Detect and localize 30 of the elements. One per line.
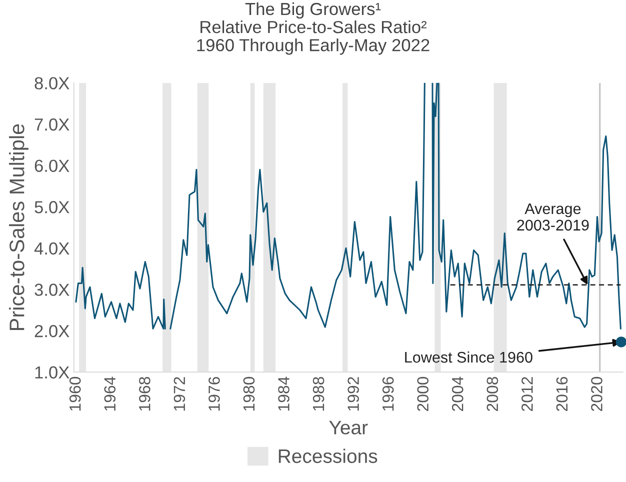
y-tick-label: 4.0X: [34, 242, 70, 255]
x-tick-label: 2004: [452, 376, 464, 411]
x-tick-label: 1980: [243, 376, 255, 411]
y-tick-label: 3.0X: [34, 284, 70, 296]
x-tick-label: 1992: [348, 377, 359, 411]
y-axis-title: Price-to-Sales Multiple: [9, 124, 28, 330]
x-tick-label: 2000: [417, 376, 429, 411]
y-tick-label: 7.0X: [34, 118, 70, 131]
y-tick-label: 8.0X: [34, 77, 70, 90]
y-tick-label: 1.0X: [35, 366, 70, 379]
x-tick-label: 2008: [486, 376, 498, 411]
x-tick-label: 1996: [382, 376, 394, 411]
annotation: Average 2003-2019: [517, 203, 589, 231]
legend-label: Recessions: [278, 448, 378, 464]
x-tick-label: 1988: [312, 376, 324, 411]
annotation: Lowest Since 1960: [405, 351, 532, 363]
chart-title: The Big Growers¹ Relative Price-to-Sales Ratio² 1960 Through Early-May 2022: [197, 2, 430, 55]
y-tick-label: 2.0X: [34, 324, 70, 338]
x-tick-label: 1976: [208, 376, 220, 411]
y-tick-label: 5.0X: [34, 201, 70, 214]
x-tick-label: 2020: [591, 376, 602, 411]
x-tick-label: 1960: [69, 376, 81, 411]
x-tick-label: 1984: [278, 376, 290, 411]
y-tick-label: 6.0X: [34, 160, 70, 172]
x-tick-label: 1968: [139, 376, 150, 411]
x-tick-label: 1972: [174, 377, 186, 411]
x-tick-label: 2016: [556, 376, 568, 411]
x-tick-label: 1964: [104, 376, 116, 411]
x-axis-title: Year: [329, 420, 368, 434]
x-tick-label: 2012: [522, 377, 533, 411]
